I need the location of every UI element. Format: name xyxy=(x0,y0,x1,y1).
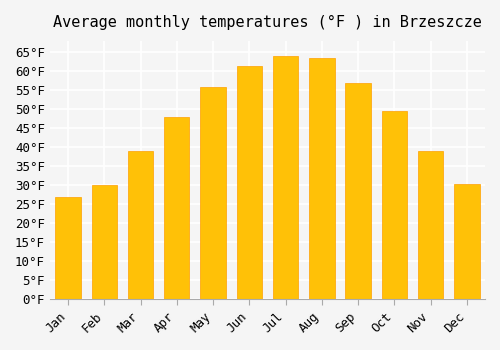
Bar xyxy=(454,183,479,300)
Bar xyxy=(346,83,371,300)
Bar xyxy=(164,117,190,300)
Bar xyxy=(382,111,407,300)
Bar xyxy=(128,151,153,300)
Bar xyxy=(92,186,117,300)
Bar xyxy=(309,58,334,300)
Bar xyxy=(56,197,80,300)
Title: Average monthly temperatures (°F ) in Brzeszcze: Average monthly temperatures (°F ) in Br… xyxy=(53,15,482,30)
Bar xyxy=(236,65,262,300)
Bar xyxy=(273,56,298,300)
Bar xyxy=(200,86,226,300)
Bar xyxy=(418,151,444,300)
